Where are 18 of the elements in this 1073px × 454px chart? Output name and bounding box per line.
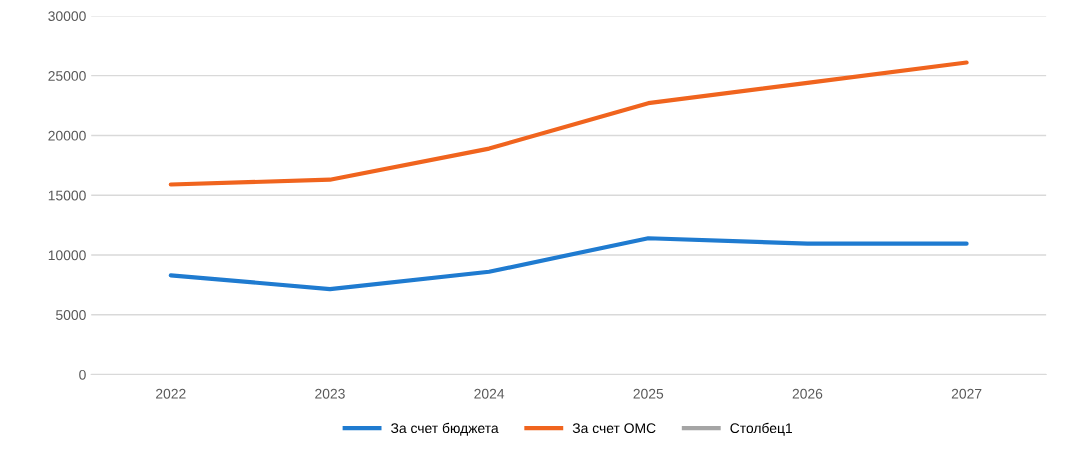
x-tick-label: 2026 [792, 388, 823, 399]
y-tick-label: 25000 [48, 71, 86, 81]
x-tick-label: 2027 [951, 388, 982, 399]
x-tick-label: 2024 [474, 388, 505, 399]
y-tick-label: 15000 [48, 190, 86, 201]
y-tick-label: 5000 [56, 310, 86, 320]
line-series [168, 60, 969, 187]
y-tick-label: 20000 [48, 130, 86, 141]
x-tick-label: 2023 [315, 388, 345, 399]
line-series [168, 236, 969, 292]
y-tick-label: 30000 [48, 11, 86, 22]
x-tick-label: 2025 [633, 388, 664, 399]
legend-label: За счет бюджета [390, 422, 499, 436]
y-tick-label: 10000 [48, 250, 86, 261]
y-tick-label: 0 [79, 369, 86, 380]
legend-label: За счет ОМС [572, 423, 656, 434]
legend-label: Столбец1 [730, 422, 793, 436]
x-tick-label: 2022 [156, 388, 186, 399]
